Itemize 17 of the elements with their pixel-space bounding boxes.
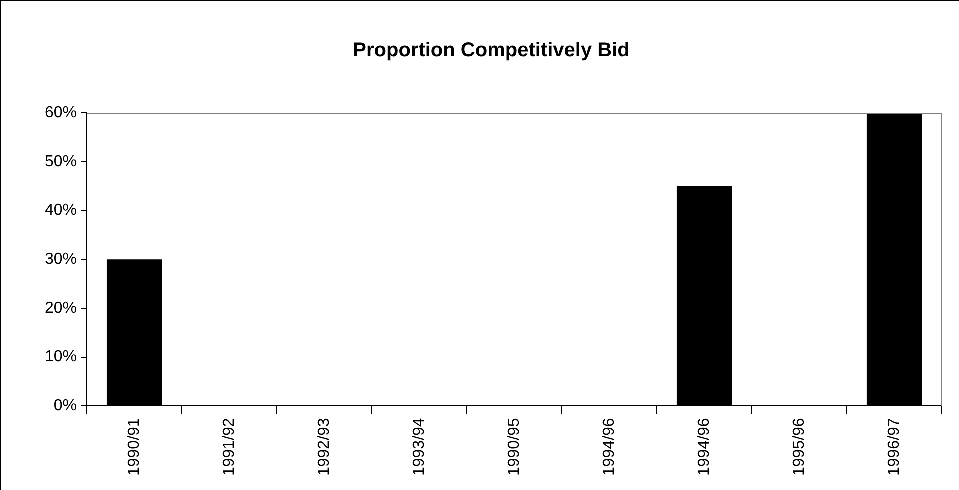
x-tick-label: 1995/96 [790, 418, 808, 476]
y-tick-label: 30% [44, 250, 78, 268]
y-tick-label: 60% [44, 104, 78, 122]
y-tick-label: 0% [54, 398, 78, 415]
x-tick-label: 1993/94 [410, 418, 428, 476]
x-tick-label: 1990/91 [126, 418, 143, 476]
x-tick-label: 1990/95 [506, 418, 523, 476]
x-tick-label: 1994/96 [600, 418, 618, 476]
y-tick-label: 40% [44, 202, 78, 220]
y-tick-label: 10% [44, 348, 78, 366]
x-tick-label: 1996/97 [886, 418, 903, 476]
x-tick-label: 1994/96 [696, 418, 713, 476]
x-tick-label: 1992/93 [316, 418, 333, 476]
x-tick-label: 1991/92 [220, 418, 238, 476]
y-tick-label: 50% [44, 153, 78, 170]
y-tick-label: 20% [44, 300, 78, 317]
chart-title: Proportion Competitively Bid [353, 40, 630, 62]
